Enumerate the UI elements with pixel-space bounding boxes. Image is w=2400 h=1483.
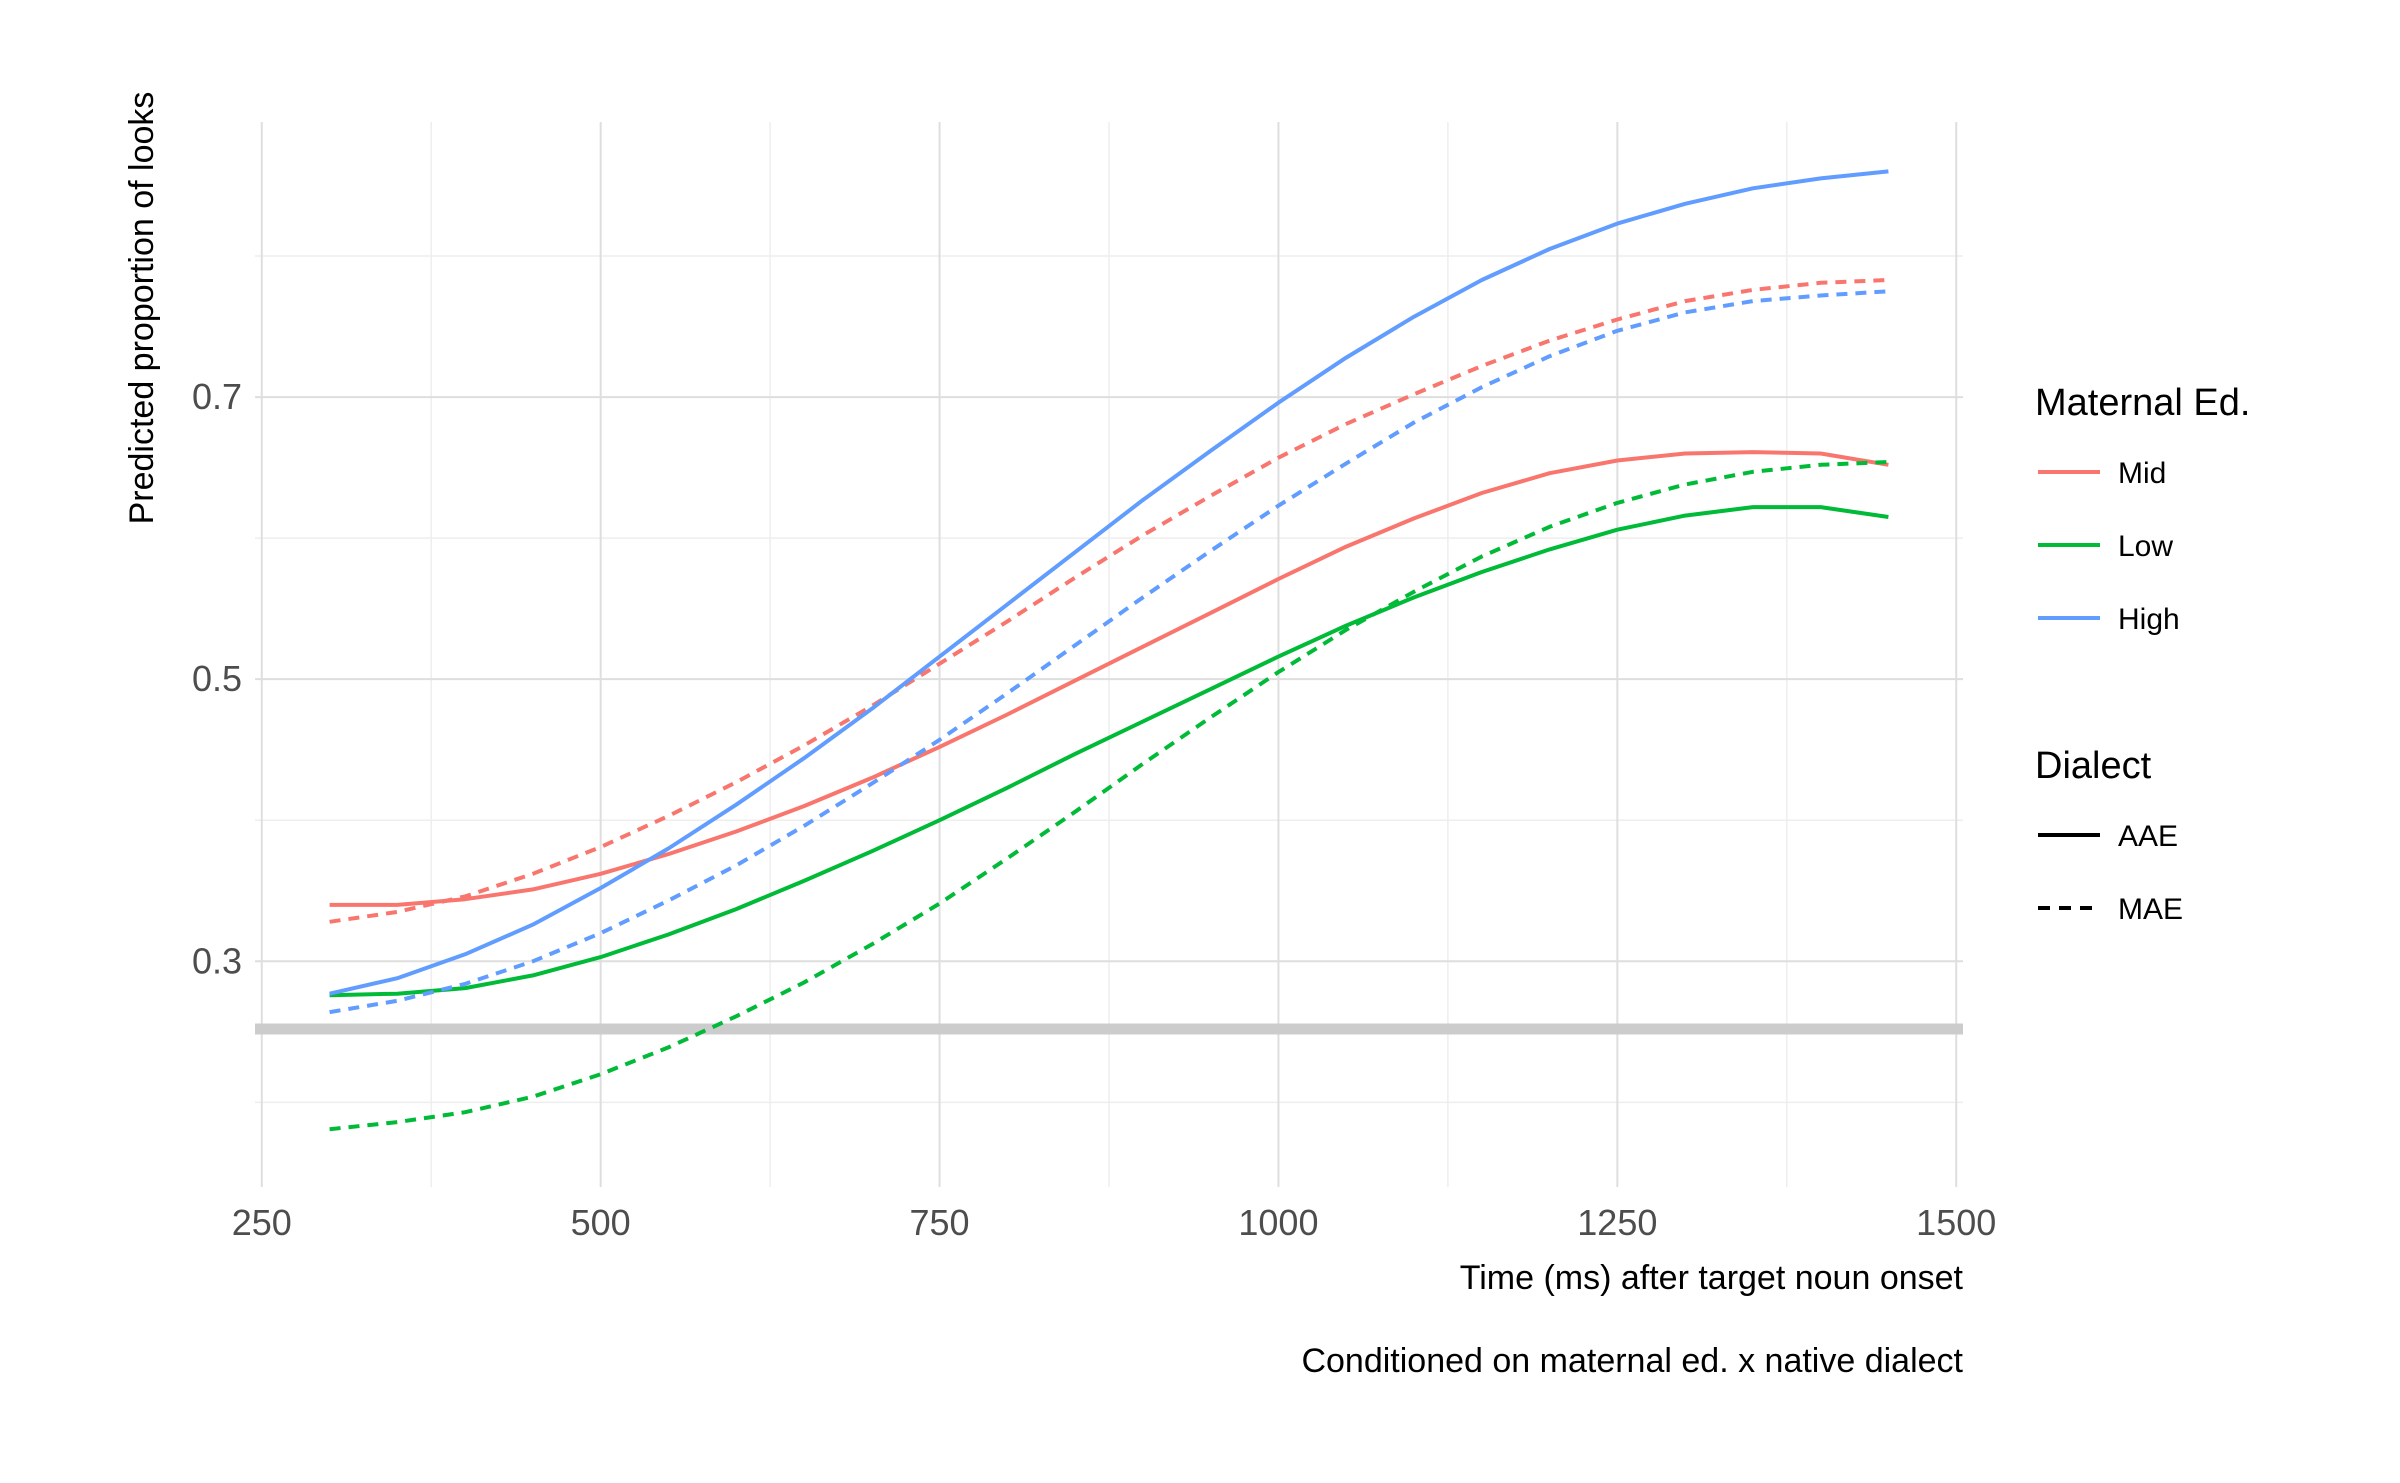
series-line-high-mae — [329, 289, 1889, 1015]
series-line-high-aae — [329, 169, 1889, 996]
x-tick-label: 1250 — [1577, 1202, 1657, 1243]
legend-title-maternal-ed: Maternal Ed. — [2035, 382, 2250, 424]
y-tick-label: 0.7 — [192, 376, 242, 417]
x-tick-label: 750 — [910, 1202, 970, 1243]
legend-label-low: Low — [2118, 530, 2173, 563]
series-layer — [329, 169, 1889, 1132]
x-tick-label: 1000 — [1238, 1202, 1318, 1243]
x-axis-title: Time (ms) after target noun onset — [1460, 1259, 1964, 1297]
legend-maternal-ed: Maternal Ed. Mid Low High — [2035, 382, 2250, 636]
legend-title-dialect: Dialect — [2035, 745, 2152, 787]
series-line-mid-mae — [329, 278, 1889, 924]
y-tick-label: 0.5 — [192, 658, 242, 699]
x-tick-label: 250 — [232, 1202, 292, 1243]
tick-label-layer: 250 500 750 1000 1250 1500 0.3 0.5 0.7 — [192, 376, 1996, 1243]
y-tick-label: 0.3 — [192, 940, 242, 981]
series-line-low-mae — [329, 460, 1889, 1132]
legend-label-mid: Mid — [2118, 457, 2166, 490]
y-axis-title: Predicted proportion of looks — [123, 92, 161, 525]
series-line-mid-aae — [329, 450, 1889, 907]
x-tick-label: 500 — [571, 1202, 631, 1243]
legend-label-mae: MAE — [2118, 893, 2183, 926]
chart-caption: Conditioned on maternal ed. x native dia… — [1301, 1342, 1963, 1380]
legend-label-high: High — [2118, 603, 2180, 636]
series-line-low-aae — [329, 505, 1889, 998]
legend-label-aae: AAE — [2118, 820, 2178, 853]
x-tick-label: 1500 — [1916, 1202, 1996, 1243]
legend-dialect: Dialect AAE MAE — [2035, 745, 2183, 926]
